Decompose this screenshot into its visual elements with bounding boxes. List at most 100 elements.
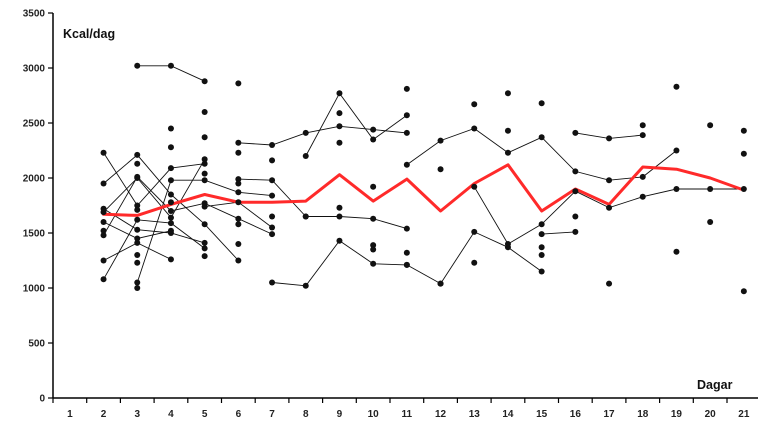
data-point — [100, 232, 107, 239]
data-point — [740, 288, 747, 295]
data-point — [403, 129, 410, 136]
data-point — [134, 160, 141, 167]
data-point — [471, 183, 478, 190]
data-point — [403, 225, 410, 232]
x-tick-label: 16 — [570, 409, 582, 420]
data-point — [403, 261, 410, 268]
x-tick-label: 7 — [269, 409, 275, 420]
data-point — [538, 231, 545, 238]
data-point — [235, 149, 242, 156]
y-tick-label: 1500 — [23, 229, 46, 240]
data-point — [134, 279, 141, 286]
y-tick-label: 0 — [39, 394, 45, 405]
data-point — [269, 224, 276, 231]
data-point — [336, 204, 343, 211]
data-point — [167, 191, 174, 198]
data-point — [134, 239, 141, 246]
data-point — [269, 231, 276, 238]
data-point — [403, 85, 410, 92]
data-point — [471, 101, 478, 108]
data-point — [167, 208, 174, 214]
y-tick-labels: 0 500 1000 1500 2000 2500 3000 3500 — [23, 9, 53, 405]
y-tick-label: 3000 — [23, 64, 46, 75]
data-point — [572, 188, 579, 195]
x-tick-label: 10 — [368, 409, 380, 420]
data-point — [538, 100, 545, 107]
y-tick-label: 2000 — [23, 174, 46, 185]
data-point — [269, 279, 276, 286]
data-point — [134, 62, 141, 69]
data-point — [673, 248, 680, 255]
data-point — [167, 144, 174, 151]
data-point — [201, 203, 208, 210]
individual-line-17 — [272, 240, 407, 287]
data-point — [471, 125, 478, 132]
data-point — [336, 139, 343, 146]
data-point — [201, 245, 208, 252]
data-point — [100, 205, 107, 212]
data-point — [201, 160, 208, 167]
data-point — [606, 177, 613, 184]
data-point — [235, 221, 242, 228]
data-point — [269, 142, 276, 148]
x-tick-label: 3 — [134, 409, 140, 420]
data-point — [235, 215, 242, 222]
data-point — [538, 134, 545, 141]
data-point — [167, 165, 174, 172]
x-tick-label: 2 — [101, 409, 107, 420]
data-point — [100, 219, 107, 225]
x-tick-label: 17 — [603, 409, 615, 420]
data-point — [538, 252, 545, 258]
data-point — [134, 216, 141, 223]
data-point — [606, 135, 613, 142]
data-point — [167, 227, 174, 234]
data-point — [370, 246, 377, 253]
data-point — [639, 132, 646, 139]
data-point — [167, 125, 174, 132]
individual-series-lines — [103, 65, 744, 287]
x-tick-label: 1 — [67, 409, 73, 420]
individual-line-2 — [238, 125, 407, 146]
x-tick-label: 18 — [637, 409, 649, 420]
individual-line-20 — [440, 231, 542, 284]
data-point — [269, 177, 276, 184]
data-point — [504, 149, 511, 156]
data-point — [437, 280, 444, 287]
x-tick-label: 9 — [337, 409, 343, 420]
individual-line-19 — [406, 264, 441, 284]
data-point — [504, 241, 511, 247]
data-point — [100, 149, 107, 156]
data-point — [504, 90, 511, 97]
data-point — [538, 268, 545, 275]
data-point — [201, 253, 208, 260]
data-point — [572, 228, 579, 235]
data-point — [235, 257, 242, 264]
data-point — [235, 199, 242, 206]
data-point — [707, 122, 714, 129]
data-point — [134, 206, 141, 213]
y-tick-label: 1000 — [23, 284, 46, 295]
data-point — [538, 221, 545, 228]
data-point — [504, 127, 511, 134]
data-point — [134, 285, 141, 291]
data-point — [572, 213, 579, 220]
data-point — [606, 204, 613, 211]
data-point — [673, 147, 680, 154]
data-point — [201, 170, 208, 177]
data-point — [336, 237, 343, 244]
data-point — [134, 202, 141, 209]
y-tick-label: 500 — [28, 339, 45, 350]
x-axis-title: Dagar — [697, 378, 733, 392]
individual-line-18 — [305, 216, 408, 230]
y-axis-title: Kcal/dag — [63, 27, 115, 41]
mean-series — [102, 163, 746, 217]
data-point — [572, 168, 579, 175]
data-point — [134, 259, 141, 266]
data-point — [437, 137, 444, 144]
individual-line-9 — [103, 176, 273, 236]
data-point — [134, 252, 141, 258]
data-point — [707, 219, 714, 225]
x-tick-labels: 1 2 3 4 5 6 7 8 9 10 11 12 13 14 15 16 17 18 19 20 21 — [52, 398, 750, 420]
data-point — [167, 62, 174, 69]
